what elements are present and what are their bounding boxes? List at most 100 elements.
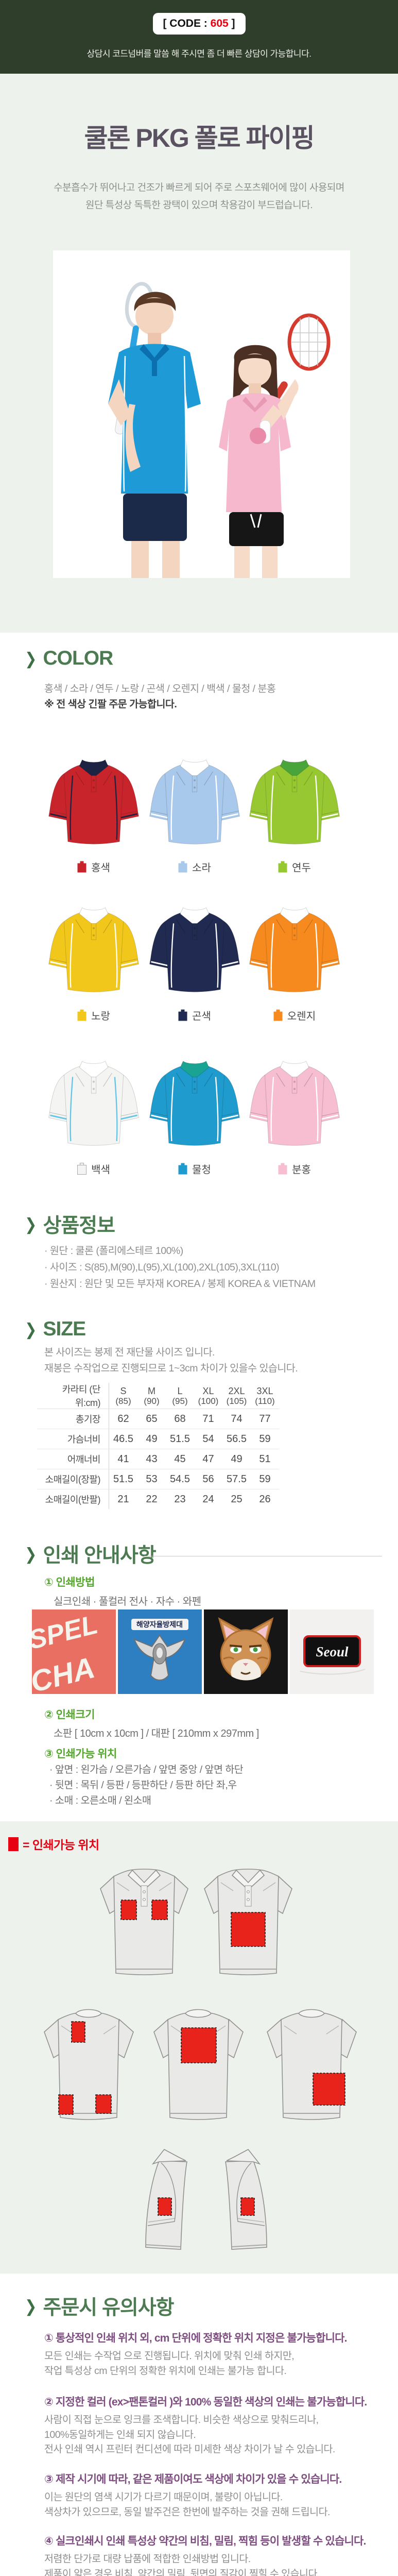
size-value: 77: [259, 1413, 271, 1425]
svg-text:SPEL: SPEL: [32, 1609, 101, 1655]
color-name: 오렌지: [287, 1011, 316, 1022]
color-item-label: 노랑: [43, 1008, 144, 1023]
color-swatch-icon: [77, 861, 86, 873]
color-name: 곤색: [192, 1011, 211, 1022]
size-value: 41: [117, 1453, 129, 1465]
order-note: ③ 제작 시기에 따라, 같은 제품이여도 색상에 차이가 있을 수 있습니다.…: [44, 2471, 379, 2519]
order-note-line: 이는 원단의 염색 시기가 다르기 때문이며, 불량이 아닙니다.: [44, 2492, 283, 2503]
back-shirt-diagram: [153, 2009, 244, 2120]
color-item-shirt: [144, 892, 245, 1004]
position-sleeve: · 소매 : 오른소매 / 왼소매: [49, 1795, 151, 1806]
color-heading: COLOR: [43, 647, 113, 669]
color-item-shirt: [244, 1045, 345, 1157]
color-item-shirt: [244, 744, 345, 856]
size-value: 54.5: [170, 1473, 190, 1485]
print-method-title: ① 인쇄방법: [44, 1577, 95, 1588]
chevron-icon: ❯: [25, 1320, 37, 1338]
size-column-header: L (95): [172, 1385, 188, 1406]
size-row-label: 소매길이(장팔): [37, 1469, 109, 1489]
code-prefix: [ CODE :: [163, 18, 207, 29]
color-name: 분홍: [292, 1164, 311, 1176]
sample-embroidery: [204, 1609, 288, 1694]
model-photo: [53, 250, 350, 578]
description-line-1: 수분흡수가 뛰어나고 건조가 빠르게 되어 주로 스포츠웨어에 많이 사용되며: [54, 182, 344, 193]
polo-shirt-image: [149, 1060, 240, 1146]
order-note: ① 통상적인 인쇄 위치 외, cm 단위에 정확한 위치 지정은 불가능합니다…: [44, 2330, 379, 2378]
size-value: 45: [174, 1453, 186, 1465]
size-value: 43: [146, 1453, 158, 1465]
position-back: · 뒷면 : 목뒤 / 등판 / 등판하단 / 등판 하단 좌,우: [49, 1780, 237, 1791]
diagram-item: [199, 1855, 297, 1984]
size-note-1: 본 사이즈는 봉제 전 재단물 사이즈 입니다.: [44, 1347, 215, 1358]
color-section-header: ❯ COLOR: [25, 647, 113, 670]
print-section-header: ❯ 인쇄 안내사항: [25, 1539, 157, 1568]
sleeve-diagram: [225, 2148, 267, 2250]
size-row-label: 총기장: [37, 1409, 109, 1429]
size-value: 65: [146, 1413, 158, 1425]
size-column-header: 2XL (105): [226, 1385, 247, 1406]
color-name: 홍색: [91, 862, 110, 874]
size-value: 47: [202, 1453, 214, 1465]
print-position-legend: = 인쇄가능 위치: [8, 1835, 99, 1853]
color-swatch-icon: [178, 1163, 187, 1175]
color-item-label: 물청: [144, 1161, 245, 1176]
color-swatch-icon: [178, 1009, 187, 1021]
order-note-line: 100%동일하게는 인쇄 되지 않습니다.: [44, 2429, 196, 2441]
order-notes-heading: 주문시 유의사항: [43, 2297, 174, 2319]
product-info-header: ❯ 상품정보: [25, 1210, 115, 1239]
size-column-header: XL (100): [198, 1385, 219, 1406]
color-swatch-icon: [178, 861, 187, 873]
size-value: 22: [146, 1493, 158, 1505]
print-size-text: 소판 [ 10cm x 10cm ] / 대판 [ 210mm x 297mm …: [54, 1728, 259, 1739]
info-fabric: · 원단 : 쿨론 (폴리에스테르 100%): [44, 1245, 183, 1257]
diagram-item: [148, 1997, 249, 2128]
size-value: 49: [231, 1453, 243, 1465]
code-badge: [ CODE : 605 ]: [152, 13, 246, 35]
chevron-icon: ❯: [25, 649, 37, 668]
size-table-row: 총기장 62 65 68 71 74 77: [37, 1409, 279, 1429]
size-table-row: 소매길이(반팔) 21 22 23 24 25 26: [37, 1489, 279, 1509]
size-value: 54: [202, 1433, 214, 1445]
size-value: 51: [259, 1453, 271, 1465]
size-column-header: 3XL (110): [255, 1385, 275, 1406]
size-notes: 본 사이즈는 봉제 전 재단물 사이즈 입니다. 재봉은 수작업으로 진행되므로…: [44, 1345, 298, 1377]
print-position-list: · 앞면 : 왼가슴 / 오른가슴 / 앞면 중앙 / 앞면 하단 · 뒷면 :…: [49, 1762, 244, 1808]
front-shirt-diagram: [100, 1869, 188, 1975]
size-value: 59: [259, 1473, 271, 1485]
polo-shirt-image: [249, 1060, 340, 1146]
size-table-corner: 카라티 (단위:cm): [37, 1383, 109, 1409]
chevron-icon: ❯: [25, 1545, 37, 1563]
back-shirt-diagram: [44, 2009, 134, 2120]
polo-shirt-image: [48, 907, 139, 992]
chevron-icon: ❯: [25, 1215, 37, 1233]
color-list: 홍색 / 소라 / 연두 / 노랑 / 곤색 / 오렌지 / 백색 / 물청 /…: [44, 683, 276, 694]
size-value: 24: [202, 1493, 214, 1505]
code-number: 605: [210, 18, 229, 29]
order-note-title: ① 통상적인 인쇄 위치 외, cm 단위에 정확한 위치 지정은 불가능합니다…: [44, 2332, 347, 2344]
product-info-heading: 상품정보: [43, 1215, 115, 1237]
size-table-row: 어깨너비 41 43 45 47 49 51: [37, 1449, 279, 1469]
color-swatch-icon: [77, 1009, 86, 1021]
order-note-line: 사람이 직접 눈으로 잉크를 조색합니다. 비슷한 색상으로 맞춰드리나,: [44, 2414, 319, 2426]
sample-transfer-print: 해양자율방제대: [118, 1609, 202, 1694]
color-item-label: 홍색: [43, 859, 144, 874]
color-item-shirt: [43, 744, 144, 856]
size-value: 21: [117, 1493, 129, 1505]
size-section-header: ❯ SIZE: [25, 1318, 86, 1341]
size-value: 25: [231, 1493, 243, 1505]
size-heading: SIZE: [43, 1318, 86, 1340]
size-value: 26: [259, 1493, 271, 1505]
red-square-icon: [8, 1837, 19, 1851]
polo-shirt-image: [48, 1060, 139, 1146]
size-table-row: 가슴너비 46.5 49 51.5 54 56.5 59: [37, 1429, 279, 1449]
color-swatch-icon: [278, 1163, 287, 1175]
order-note-line: 제품이 얇은 경우 비침, 약간의 밀림, 뒷면의 질감이 찍힐 수 있습니다.: [44, 2568, 320, 2576]
size-value: 62: [117, 1413, 129, 1425]
size-value: 68: [174, 1413, 186, 1425]
color-name: 노랑: [91, 1011, 110, 1022]
size-column-header: S (85): [115, 1385, 131, 1406]
size-row-label: 가슴너비: [37, 1429, 109, 1449]
color-item-label: 분홍: [244, 1161, 345, 1176]
product-description: 수분흡수가 뛰어나고 건조가 빠르게 되어 주로 스포츠웨어에 많이 사용되며 …: [0, 179, 398, 214]
